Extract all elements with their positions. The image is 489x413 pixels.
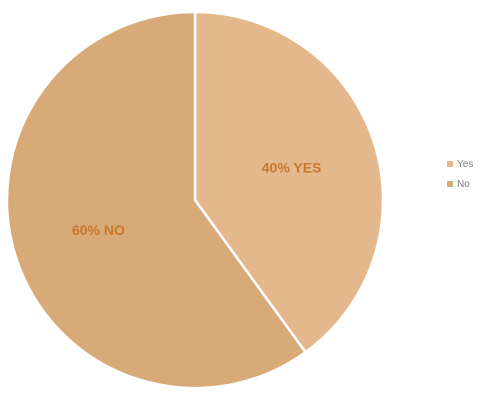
data-label-yes: 40% YES [262,159,322,175]
legend-swatch-yes [447,161,453,167]
data-label-no: 60% NO [72,222,125,238]
legend-swatch-no [447,181,453,187]
legend-label-no: No [457,178,470,190]
pie-slice-no [5,10,308,390]
pie-data-labels: 40% YES 60% NO [72,159,321,238]
legend-item-no: No [447,174,473,194]
pie-slice-yes [193,10,385,354]
legend-item-yes: Yes [447,154,473,174]
pie-slices [5,10,385,390]
legend-label-yes: Yes [457,158,474,170]
legend: Yes No [447,154,473,194]
